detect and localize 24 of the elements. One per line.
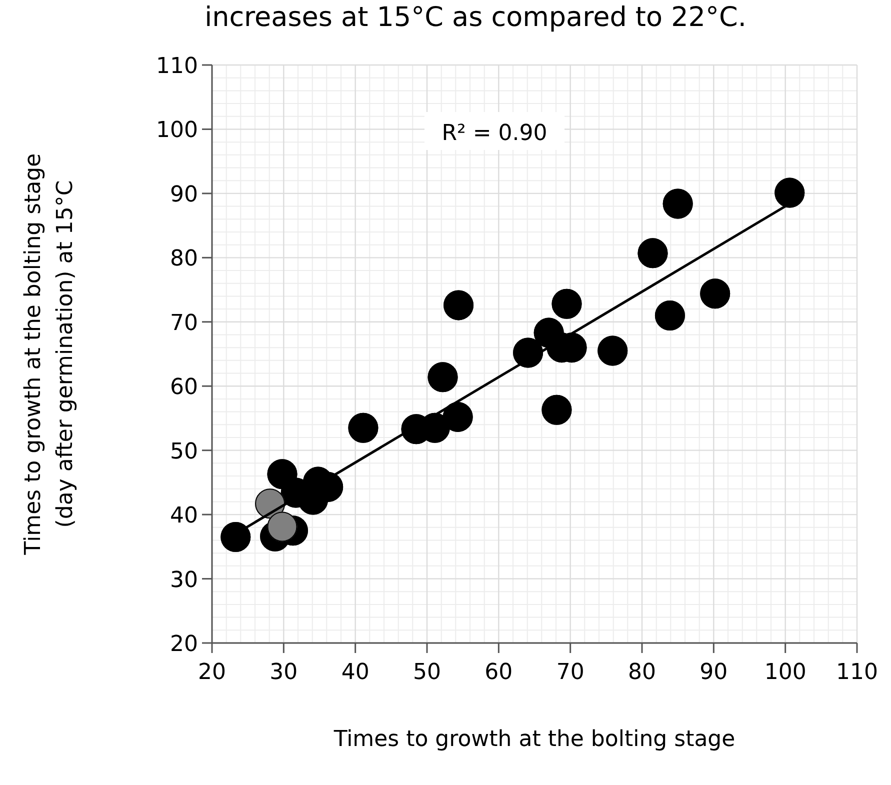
annotation: R² = 0.90 [442,121,548,146]
x-tick-label: 70 [556,660,584,685]
x-tick-label: 50 [413,660,441,685]
x-tick-label: 110 [836,660,878,685]
x-tick-label: 30 [270,660,298,685]
x-tick-label: 40 [341,660,370,685]
y-tick-label: 90 [170,182,198,208]
y-tick-label: 80 [170,246,198,272]
y-tick-label: 110 [156,54,198,79]
y-axis-title: Times to growth at the bolting stage (day after germination) at 15°C [21,153,78,556]
x-tick-label: 100 [764,660,806,685]
y-tick-label: 50 [170,439,198,464]
y-tick-label: 70 [170,310,198,336]
y-tick-label: 100 [156,118,198,144]
x-tick-label: 90 [700,660,728,685]
x-tick-label: 80 [628,660,656,685]
y-tick-label: 20 [170,632,198,657]
x-tick-label: 60 [484,660,513,685]
y-tick-label: 60 [170,375,198,400]
y-tick-label: 30 [170,568,198,593]
x-axis-title: Times to growth at the bolting stage [332,727,736,752]
y-tick-label: 40 [170,504,198,529]
x-tick-label: 20 [198,660,226,685]
chart-title: increases at 15°C as compared to 22°C. [204,2,746,33]
